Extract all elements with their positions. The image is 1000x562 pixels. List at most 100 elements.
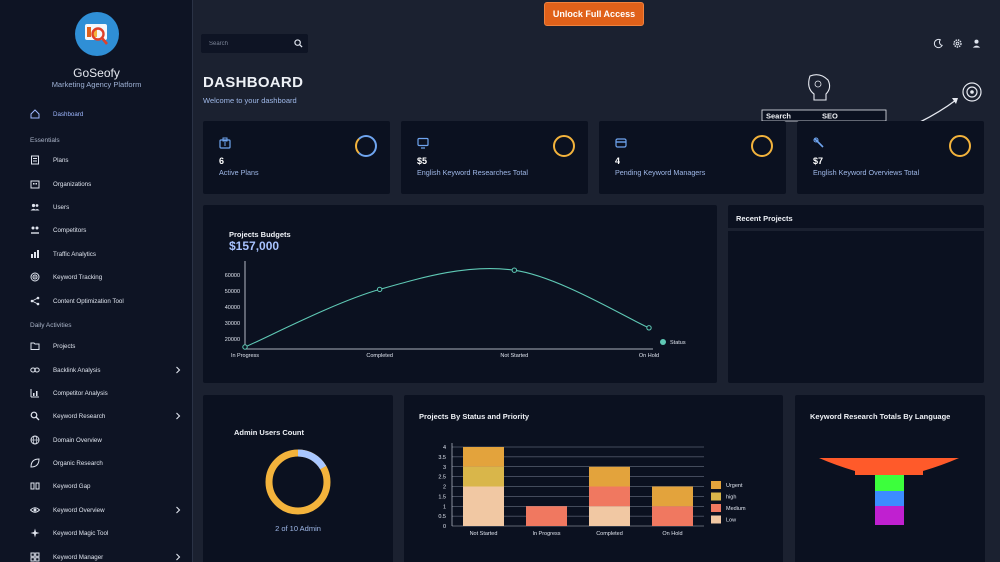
sidebar-item-keyword-research[interactable]: Keyword Research: [30, 408, 190, 424]
sidebar-item-keyword-magic-tool[interactable]: Keyword Magic Tool: [30, 525, 190, 541]
bar-chart-icon: [31, 250, 39, 258]
sidebar-item-competitors[interactable]: Competitors: [30, 222, 190, 238]
sidebar-item-keyword-manager[interactable]: Keyword Manager: [30, 549, 190, 562]
bar-segment-low[interactable]: [463, 486, 504, 527]
building-icon: [30, 180, 40, 189]
chart-icon: [30, 389, 39, 398]
sidebar-item-domain-overview[interactable]: Domain Overview: [30, 432, 190, 448]
bar-segment-urgent[interactable]: [463, 447, 504, 467]
chevron-right-icon[interactable]: [174, 366, 182, 374]
unlock-full-access-button[interactable]: Unlock Full Access: [544, 2, 644, 26]
sidebar-item-organizations[interactable]: Organizations: [30, 176, 190, 192]
legend-label-status: Status: [670, 340, 686, 346]
sidebar-item-label: Plans: [53, 156, 69, 164]
y-tick-label: 2: [443, 485, 446, 491]
folder-icon: [30, 342, 40, 350]
sidebar-item-dashboard[interactable]: Dashboard: [30, 106, 190, 122]
recent-projects-card: Recent Projects: [728, 205, 984, 383]
chevron-right-icon[interactable]: [174, 506, 182, 514]
data-point[interactable]: [511, 267, 518, 273]
sidebar-item-label: Organizations: [53, 180, 92, 188]
legend-label-low: Low: [726, 518, 736, 524]
growth-arrow: [919, 99, 957, 123]
sidebar-item-projects[interactable]: Projects: [30, 338, 190, 354]
stat-progress-ring: [949, 135, 971, 157]
y-tick-label: 4: [443, 445, 446, 451]
bar-segment-medium[interactable]: [589, 486, 630, 507]
sidebar-item-label: Users: [53, 203, 70, 211]
y-tick-label: 0: [443, 524, 446, 530]
data-point[interactable]: [376, 286, 383, 293]
arrow-head: [952, 98, 958, 104]
chevron-right-icon[interactable]: [174, 412, 182, 420]
dark-mode-toggle-icon[interactable]: [933, 38, 944, 49]
sidebar-item-label: Projects: [53, 342, 76, 350]
legend-swatch-urgent: [711, 481, 721, 489]
bar-segment-medium[interactable]: [652, 506, 693, 526]
sidebar-item-plans[interactable]: Plans: [30, 152, 190, 168]
sidebar-item-label: Keyword Research: [53, 412, 106, 420]
bar-segment-high[interactable]: [463, 466, 504, 487]
page-title: DASHBOARD: [203, 74, 304, 91]
budget-line-chart: 20000 30000 40000 50000 60000 In Progress Comp…: [225, 261, 686, 359]
sidebar-item-keyword-tracking[interactable]: Keyword Tracking: [30, 269, 190, 285]
x-tick-label: Completed: [366, 353, 393, 359]
grid-icon: [30, 552, 40, 562]
seo-illustration: Search SEO: [761, 74, 982, 123]
recent-projects-title: Recent Projects: [736, 214, 793, 223]
data-point[interactable]: [646, 325, 652, 331]
x-tick-label: On Hold: [639, 353, 659, 359]
legend-label-urgent: Urgent: [726, 483, 743, 489]
language-totals-title: Keyword Research Totals By Language: [810, 412, 951, 421]
sidebar-item-organic-research[interactable]: Organic Research: [30, 455, 190, 471]
legend-label-high: high: [726, 495, 736, 501]
search-input[interactable]: [209, 40, 289, 47]
stat-label: Active Plans: [219, 168, 259, 177]
chevron-right-icon[interactable]: [174, 553, 182, 561]
sidebar-item-label: Keyword Manager: [53, 553, 104, 561]
sidebar-item-traffic-analytics[interactable]: Traffic Analytics: [30, 246, 190, 262]
gear-icon[interactable]: [952, 38, 963, 49]
page-subtitle: Welcome to your dashboard: [203, 96, 297, 105]
y-tick-label: 20000: [225, 337, 240, 343]
funnel-segment-3: [875, 491, 904, 506]
stat-label: Pending Keyword Managers: [615, 168, 706, 177]
stat-card[interactable]: $5 English Keyword Researches Total: [401, 121, 588, 194]
bar-segment-medium[interactable]: [526, 506, 567, 526]
admin-users-caption: 2 of 10 Admin: [275, 524, 321, 533]
sidebar-item-label: Competitors: [53, 226, 87, 234]
stat-card[interactable]: 4 Pending Keyword Managers: [599, 121, 786, 194]
data-point[interactable]: [242, 344, 248, 350]
stat-card[interactable]: 6 Active Plans: [203, 121, 390, 194]
sidebar-item-content-optimization-tool[interactable]: Content Optimization Tool: [30, 293, 190, 309]
brand-logo[interactable]: [75, 12, 119, 56]
legend-label-medium: Medium: [726, 506, 746, 512]
projects-budgets-title: Projects Budgets: [229, 230, 291, 239]
stat-label: English Keyword Overviews Total: [813, 168, 920, 177]
search-icon[interactable]: [294, 39, 303, 48]
sidebar-item-users[interactable]: Users: [30, 199, 190, 215]
y-tick-label: 40000: [225, 305, 240, 311]
status-priority-bar-chart: 0 0.5 1 1.5 2 2.5 3 3.5 4 Not Started In Progress C…: [438, 443, 746, 537]
legend-swatch-low: [711, 515, 721, 524]
sidebar-item-keyword-gap[interactable]: Keyword Gap: [30, 478, 190, 494]
globe-icon: [30, 435, 40, 445]
stat-card[interactable]: $7 English Keyword Overviews Total: [797, 121, 984, 194]
donut-segment-admin[interactable]: [265, 449, 331, 515]
status-priority-title: Projects By Status and Priority: [419, 412, 530, 421]
language-funnel-chart: [819, 458, 959, 525]
y-tick-label: 1.5: [438, 494, 446, 500]
y-tick-label: 3.5: [438, 455, 446, 461]
share-icon: [30, 296, 40, 306]
x-tick-label: Completed: [596, 531, 623, 537]
sidebar-item-keyword-overview[interactable]: Keyword Overview: [30, 502, 190, 518]
bar-segment-urgent[interactable]: [589, 466, 630, 487]
sidebar-item-backlink-analysis[interactable]: Backlink Analysis: [30, 362, 190, 378]
admin-users-card: Admin Users Count 2 of 10 Admin: [203, 395, 393, 562]
search-icon: [30, 411, 40, 421]
sidebar-item-competitor-analysis[interactable]: Competitor Analysis: [30, 385, 190, 401]
bar-segment-low[interactable]: [589, 506, 630, 526]
user-icon[interactable]: [971, 38, 982, 49]
bar-segment-urgent[interactable]: [652, 486, 693, 507]
x-tick-label: In Progress: [231, 353, 259, 359]
